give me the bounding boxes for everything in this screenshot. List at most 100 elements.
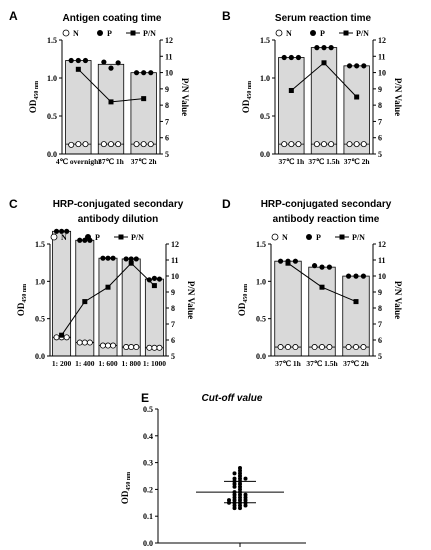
panel-title: HRP-conjugated secondary: [261, 199, 392, 210]
y-tick-label: 0.5: [35, 315, 45, 324]
point-n: [284, 344, 291, 351]
pn-point: [288, 87, 294, 93]
y-tick-label: 0.0: [35, 352, 45, 361]
bar-p: [144, 278, 164, 357]
x-tick-label: 1: 600: [98, 359, 118, 368]
y2-tick-label: 6: [378, 134, 382, 143]
point-p: [151, 275, 157, 281]
point-p: [328, 45, 334, 51]
point-p: [354, 63, 360, 69]
point-n: [108, 141, 115, 148]
y-tick-label: 0.1: [143, 512, 153, 521]
legend-p: P: [316, 233, 321, 242]
legend-p: P: [95, 233, 100, 242]
point-p: [148, 70, 154, 76]
point-p: [281, 54, 287, 61]
x-tick-label: 1: 400: [75, 359, 95, 368]
y-tick-label: 0.5: [143, 405, 153, 414]
point-n: [151, 344, 158, 351]
point-p: [75, 57, 81, 64]
point-n: [82, 141, 89, 148]
point-n: [328, 141, 335, 148]
point-p: [100, 255, 106, 261]
pn-point: [59, 332, 65, 338]
y-axis-label-sub: 450 nm: [126, 472, 132, 491]
point-p: [321, 45, 327, 51]
y2-tick-label: 8: [165, 101, 169, 110]
legend-pn-marker: [118, 234, 124, 240]
y2-axis-label: P/N Value: [393, 281, 403, 319]
point-p: [64, 228, 70, 234]
y-tick-label: 1.5: [47, 36, 57, 45]
legend-p-marker: [306, 234, 312, 240]
y2-tick-label: 8: [378, 101, 382, 110]
point-p: [110, 255, 116, 261]
cutoff-point: [243, 503, 248, 508]
point-p: [123, 256, 129, 262]
y2-tick-label: 12: [165, 36, 173, 45]
legend-n: N: [73, 29, 79, 38]
point-p: [115, 60, 121, 66]
point-n: [133, 141, 140, 148]
bar-p: [310, 47, 338, 155]
panel-e: E Cut-off value 0.0 0.1 0.2 0.3 0.4 0.5 OD450 nm: [120, 391, 306, 548]
y2-tick-label: 11: [165, 52, 173, 61]
y2-tick-label: 9: [378, 288, 382, 297]
panel-letter: E: [141, 391, 149, 405]
bar-p: [98, 257, 118, 357]
point-p: [353, 273, 359, 279]
point-p: [101, 59, 107, 65]
cutoff-point: [238, 506, 242, 511]
x-tick-label: 37℃ 1h: [278, 157, 305, 166]
cutoff-point: [232, 506, 237, 511]
point-n: [313, 141, 320, 148]
y2-axis-label: P/N Value: [180, 78, 190, 116]
cutoff-point: [232, 484, 237, 489]
y2-tick-label: 8: [378, 304, 382, 313]
point-n: [295, 141, 302, 148]
panel-letter: A: [9, 9, 18, 23]
panel-letter: D: [222, 197, 231, 211]
y-tick-label: 1.0: [47, 74, 57, 83]
point-p: [53, 228, 60, 234]
point-p: [133, 70, 140, 76]
y2-tick-label: 7: [171, 320, 175, 329]
y2-tick-label: 11: [378, 256, 386, 265]
y-tick-label: 0.0: [143, 539, 153, 548]
panel-letter: B: [222, 9, 231, 23]
point-n: [115, 141, 122, 148]
y2-tick-label: 12: [378, 36, 386, 45]
y2-axis-label: P/N Value: [186, 281, 196, 319]
y2-tick-label: 12: [171, 240, 179, 249]
point-n: [318, 344, 325, 351]
y-tick-label: 0.4: [143, 432, 153, 441]
point-p: [326, 264, 333, 270]
y-axis-label-sub: 450 nm: [22, 284, 28, 303]
point-n: [352, 344, 359, 351]
y2-tick-label: 10: [165, 69, 173, 78]
point-n: [360, 141, 367, 148]
y-axis-label-sub: 450 nm: [34, 81, 40, 100]
point-p: [59, 228, 65, 234]
point-n: [53, 334, 60, 341]
y2-tick-label: 10: [171, 272, 179, 281]
y-tick-label: 0.0: [260, 150, 270, 159]
legend-n-marker: [275, 29, 283, 37]
point-n: [133, 344, 140, 351]
y2-tick-label: 10: [378, 69, 386, 78]
y-axis-label: OD450 nm: [120, 472, 132, 504]
x-tick-label: 1: 200: [52, 359, 72, 368]
legend-pn: P/N: [143, 29, 156, 38]
y-tick-label: 1.0: [260, 74, 270, 83]
pn-point: [319, 284, 325, 290]
y-tick-label: 1.5: [35, 240, 45, 249]
y-tick-label: 1.5: [256, 240, 266, 249]
y-axis-label: OD450 nm: [237, 284, 249, 316]
point-p: [128, 256, 134, 262]
y2-tick-label: 11: [378, 52, 386, 61]
y2-tick-label: 6: [165, 134, 169, 143]
legend-pn-marker: [343, 30, 349, 36]
y-tick-label: 1.0: [35, 277, 45, 286]
